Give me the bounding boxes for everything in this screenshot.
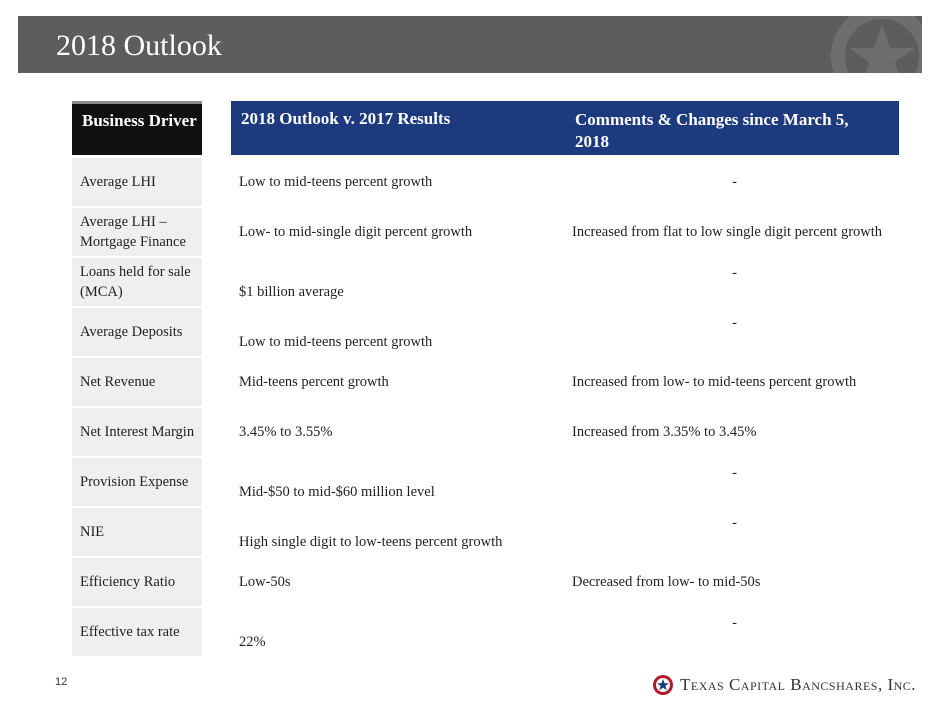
- outlook-cell: Low to mid-teens percent growth: [239, 334, 433, 350]
- table-row: Average LHI Low to mid-teens percent gro…: [72, 158, 899, 206]
- comment-cell: Decreased from low- to mid-50s: [572, 573, 761, 590]
- driver-cell: Average LHI – Mortgage Finance: [72, 208, 202, 256]
- outlook-cell: 22%: [239, 634, 266, 650]
- header-outlook-comments: 2018 Outlook v. 2017 Results Comments & …: [231, 101, 899, 155]
- title-bar: 2018 Outlook: [18, 16, 922, 73]
- outlook-cell: $1 billion average: [239, 284, 344, 300]
- table-row: NIE High single digit to low-teens perce…: [72, 508, 899, 556]
- outlook-cell: Mid-teens percent growth: [239, 374, 389, 390]
- comment-cell: Increased from 3.35% to 3.45%: [572, 423, 757, 440]
- star-emblem-icon: [653, 675, 673, 695]
- comment-cell: -: [732, 465, 737, 481]
- header-outlook: 2018 Outlook v. 2017 Results: [241, 109, 451, 128]
- comment-cell: -: [732, 515, 737, 531]
- comment-cell: -: [732, 173, 737, 190]
- table-row: Average Deposits Low to mid-teens percen…: [72, 308, 899, 356]
- outlook-cell: Low to mid-teens percent growth: [239, 174, 433, 190]
- driver-cell: Effective tax rate: [72, 608, 202, 656]
- table-row: Loans held for sale (MCA) $1 billion ave…: [72, 258, 899, 306]
- driver-cell: Average LHI: [72, 158, 202, 206]
- company-logo: Texas Capital Bancshares, Inc.: [652, 672, 916, 698]
- slide-title: 2018 Outlook: [56, 29, 222, 62]
- driver-cell: Net Revenue: [72, 358, 202, 406]
- driver-cell: NIE: [72, 508, 202, 556]
- driver-cell: Provision Expense: [72, 458, 202, 506]
- driver-cell: Average Deposits: [72, 308, 202, 356]
- table-row: Net Revenue Mid-teens percent growth Inc…: [72, 358, 899, 406]
- comment-cell: Increased from flat to low single digit …: [572, 223, 883, 240]
- comment-cell: -: [732, 315, 737, 331]
- driver-cell: Efficiency Ratio: [72, 558, 202, 606]
- table-row: Average LHI – Mortgage Finance Low- to m…: [72, 208, 899, 256]
- header-business-driver: Business Driver: [72, 101, 202, 155]
- outlook-cell: Low-50s: [239, 574, 291, 590]
- company-name: Texas Capital Bancshares, Inc.: [680, 675, 917, 694]
- page-number: 12: [55, 676, 68, 688]
- header-comments: Comments & Changes since March 5, 2018: [575, 110, 849, 151]
- comment-cell: -: [732, 265, 737, 281]
- outlook-cell: Low- to mid-single digit percent growth: [239, 224, 473, 240]
- outlook-cell: High single digit to low-teens percent g…: [239, 534, 503, 550]
- comment-cell: -: [732, 615, 737, 631]
- table-row: Effective tax rate 22% -: [72, 608, 899, 656]
- outlook-cell: Mid-$50 to mid-$60 million level: [239, 484, 435, 500]
- table-row: Net Interest Margin 3.45% to 3.55% Incre…: [72, 408, 899, 456]
- driver-cell: Loans held for sale (MCA): [72, 258, 202, 306]
- comment-cell: Increased from low- to mid-teens percent…: [572, 373, 857, 390]
- star-watermark-icon: [831, 16, 922, 73]
- table-row: Efficiency Ratio Low-50s Decreased from …: [72, 558, 899, 606]
- outlook-cell: 3.45% to 3.55%: [239, 424, 333, 440]
- driver-cell: Net Interest Margin: [72, 408, 202, 456]
- table-row: Provision Expense Mid-$50 to mid-$60 mil…: [72, 458, 899, 506]
